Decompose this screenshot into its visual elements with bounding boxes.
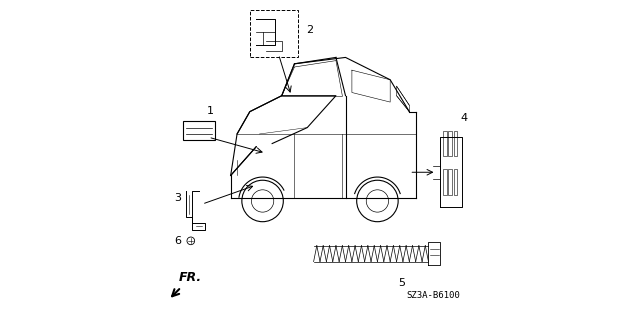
Text: FR.: FR.	[179, 271, 202, 284]
Text: 5: 5	[398, 278, 405, 287]
Text: 6: 6	[174, 236, 181, 246]
Text: 3: 3	[174, 193, 181, 203]
Text: 4: 4	[460, 113, 467, 123]
Text: 1: 1	[207, 107, 214, 116]
Text: 2: 2	[306, 25, 313, 35]
Text: SZ3A-B6100: SZ3A-B6100	[406, 291, 460, 300]
